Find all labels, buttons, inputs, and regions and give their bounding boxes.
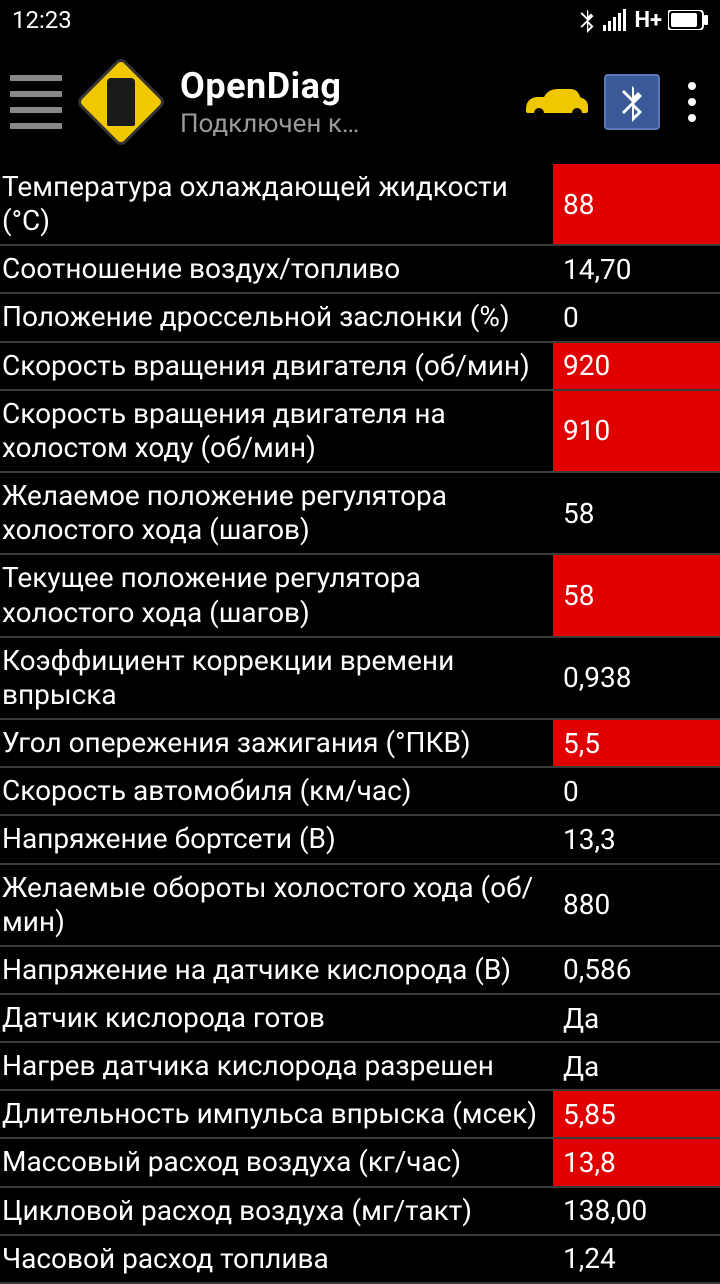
parameter-label: Скорость автомобиля (км/час) [0, 768, 553, 814]
parameter-row[interactable]: Часовой расход топлива1,24 [0, 1236, 720, 1284]
parameter-label: Скорость вращения двигателя на холостом … [0, 391, 553, 471]
parameter-value: Да [553, 1043, 720, 1089]
parameter-value: 0,938 [553, 638, 720, 718]
overflow-menu-button[interactable] [674, 82, 710, 122]
parameter-row[interactable]: Длительность импульса впрыска (мсек)5,85 [0, 1091, 720, 1139]
parameter-row[interactable]: Угол опережения зажигания (°ПКВ)5,5 [0, 720, 720, 768]
battery-icon [668, 10, 708, 30]
app-subtitle: Подключен к… [180, 109, 504, 139]
parameter-row[interactable]: Желаемые обороты холостого хода (об/мин)… [0, 865, 720, 947]
parameter-value: 1,24 [553, 1236, 720, 1282]
parameter-value: 14,70 [553, 246, 720, 292]
parameter-row[interactable]: Напряжение на датчике кислорода (В)0,586 [0, 947, 720, 995]
parameter-row[interactable]: Коэффициент коррекции времени впрыска0,9… [0, 638, 720, 720]
parameter-label: Часовой расход топлива [0, 1236, 553, 1282]
parameter-row[interactable]: Напряжение бортсети (В)13,3 [0, 816, 720, 864]
parameter-label: Датчик кислорода готов [0, 995, 553, 1041]
parameter-row[interactable]: Положение дроссельной заслонки (%)0 [0, 294, 720, 342]
parameter-label: Желаемое положение регулятора холостого … [0, 473, 553, 553]
parameter-value: 910 [553, 391, 720, 471]
parameter-value: 88 [553, 164, 720, 244]
network-label: H+ [634, 8, 662, 33]
parameter-row[interactable]: Массовый расход воздуха (кг/час)13,8 [0, 1139, 720, 1187]
bluetooth-large-icon [618, 82, 646, 122]
parameter-label: Напряжение бортсети (В) [0, 816, 553, 862]
parameter-value: 5,5 [553, 720, 720, 766]
parameter-label: Нагрев датчика кислорода разрешен [0, 1043, 553, 1089]
parameter-label: Коэффициент коррекции времени впрыска [0, 638, 553, 718]
parameter-label: Текущее положение регулятора холостого х… [0, 555, 553, 635]
status-bar: 12:23 H+ [0, 0, 720, 40]
parameter-value: 13,3 [553, 816, 720, 862]
app-title: OpenDiag [180, 65, 504, 107]
parameter-label: Скорость вращения двигателя (об/мин) [0, 343, 553, 389]
parameter-row[interactable]: Нагрев датчика кислорода разрешенДа [0, 1043, 720, 1091]
parameter-value: 880 [553, 865, 720, 945]
app-bar: OpenDiag Подключен к… [0, 40, 720, 164]
bluetooth-icon [578, 7, 596, 33]
parameter-list[interactable]: Температура охлаждающей жидкости (°C)88С… [0, 164, 720, 1284]
app-logo [76, 57, 166, 147]
parameter-value: 920 [553, 343, 720, 389]
parameter-row[interactable]: Датчик кислорода готовДа [0, 995, 720, 1043]
parameter-row[interactable]: Скорость автомобиля (км/час)0 [0, 768, 720, 816]
parameter-row[interactable]: Скорость вращения двигателя на холостом … [0, 391, 720, 473]
parameter-label: Угол опережения зажигания (°ПКВ) [0, 720, 553, 766]
parameter-row[interactable]: Температура охлаждающей жидкости (°C)88 [0, 164, 720, 246]
parameter-value: 0,586 [553, 947, 720, 993]
parameter-row[interactable]: Скорость вращения двигателя (об/мин)920 [0, 343, 720, 391]
menu-button[interactable] [10, 75, 62, 129]
parameter-value: 5,85 [553, 1091, 720, 1137]
parameter-row[interactable]: Соотношение воздух/топливо14,70 [0, 246, 720, 294]
parameter-value: 58 [553, 555, 720, 635]
parameter-row[interactable]: Текущее положение регулятора холостого х… [0, 555, 720, 637]
car-icon[interactable] [518, 83, 590, 121]
parameter-value: Да [553, 995, 720, 1041]
parameter-label: Температура охлаждающей жидкости (°C) [0, 164, 553, 244]
parameter-label: Положение дроссельной заслонки (%) [0, 294, 553, 340]
parameter-label: Длительность импульса впрыска (мсек) [0, 1091, 553, 1137]
parameter-row[interactable]: Цикловой расход воздуха (мг/такт)138,00 [0, 1188, 720, 1236]
parameter-value: 0 [553, 294, 720, 340]
parameter-row[interactable]: Желаемое положение регулятора холостого … [0, 473, 720, 555]
app-titles: OpenDiag Подключен к… [180, 65, 504, 139]
bluetooth-badge[interactable] [604, 74, 660, 130]
status-time: 12:23 [12, 6, 72, 34]
parameter-value: 58 [553, 473, 720, 553]
parameter-label: Желаемые обороты холостого хода (об/мин) [0, 865, 553, 945]
parameter-value: 13,8 [553, 1139, 720, 1185]
parameter-value: 0 [553, 768, 720, 814]
signal-icon [602, 9, 628, 31]
parameter-label: Цикловой расход воздуха (мг/такт) [0, 1188, 553, 1234]
status-icons: H+ [578, 7, 708, 33]
parameter-value: 138,00 [553, 1188, 720, 1234]
parameter-label: Напряжение на датчике кислорода (В) [0, 947, 553, 993]
parameter-label: Соотношение воздух/топливо [0, 246, 553, 292]
parameter-label: Массовый расход воздуха (кг/час) [0, 1139, 553, 1185]
